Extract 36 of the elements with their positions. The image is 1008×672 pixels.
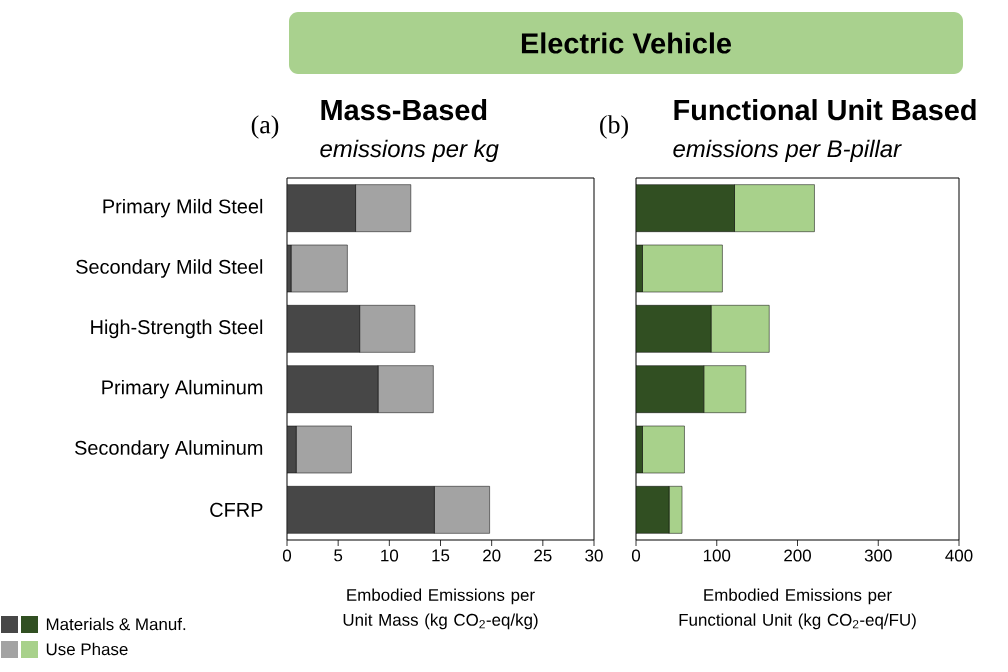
chart-title: Functional Unit Based [674, 99, 976, 121]
chart-subtitle: emissions per kg [320, 139, 499, 162]
y-tick-label: CFRP [210, 502, 263, 517]
x-tick-label: 100 [703, 549, 731, 562]
text: (b) [600, 115, 628, 139]
bar [287, 365, 379, 413]
x-axis-title: Embodied Emissions per Unit Mass (kg CO$_{2}$-eq/kg) [343, 588, 538, 630]
bar [290, 244, 348, 293]
x-tick-label: 5 [334, 549, 343, 562]
legend-label: Materials & Manuf. [46, 617, 186, 631]
x-tick-label: 25 [534, 549, 552, 562]
x-tick-label: 10 [381, 549, 399, 562]
bar [287, 486, 435, 534]
bar [295, 425, 352, 474]
y-tick-label: Secondary Aluminum [75, 440, 263, 459]
x-tick-label: 30 [585, 549, 603, 562]
x-tick-label: 0 [282, 549, 292, 562]
bar [359, 305, 416, 353]
bar [287, 305, 360, 353]
y-tick-label: High-Strength Steel [91, 319, 263, 339]
x-axis-title: Embodied Emissions per Functional Unit (kg CO$_{2}$-eq/FU) [679, 588, 916, 630]
x-tick-label: 300 [864, 549, 892, 562]
x-tick-label: 0 [631, 549, 641, 562]
x-tick-label: 20 [483, 549, 501, 562]
legend-label: Use Phase [46, 642, 128, 656]
y-tick-label: Primary Mild Steel [103, 198, 263, 218]
chart-subtitle: emissions per B-pillar [673, 139, 902, 162]
text: (a) [251, 115, 279, 139]
x-tick-label: 400 [945, 549, 973, 562]
bar [287, 184, 356, 232]
y-tick-label: Primary Aluminum [102, 379, 263, 399]
x-tick-label: 15 [432, 549, 450, 562]
text: Electric Vehicle [521, 32, 732, 54]
y-tick-label: Secondary Mild Steel [76, 259, 263, 278]
x-tick-label: 200 [784, 549, 811, 562]
chart-title: Mass-Based [321, 99, 487, 121]
